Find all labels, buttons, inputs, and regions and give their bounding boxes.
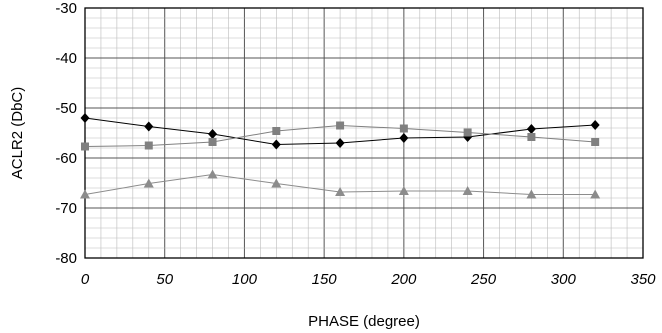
y-tick-labels: -30 -40 -50 -60 -70 -80 [55,0,77,267]
data-point-square [272,127,281,135]
data-point-triangle [398,186,409,195]
data-point-diamond [526,124,536,134]
y-tick-label: -80 [55,250,77,267]
series-diamond [80,113,600,150]
data-point-diamond [335,138,345,148]
data-point-triangle [526,189,537,199]
y-tick-label: -30 [55,0,77,17]
x-tick-label: 0 [81,271,90,288]
data-point-diamond [144,121,154,132]
y-axis-label: ACLR2 (DbC) [9,87,26,180]
data-point-square [399,124,408,133]
y-tick-label: -60 [55,150,77,167]
y-tick-label: -40 [55,50,77,67]
y-tick-label: -70 [55,200,77,217]
data-point-triangle [335,187,346,196]
data-point-diamond [80,113,90,123]
series-square [81,121,600,151]
data-point-square [144,141,153,150]
grid [84,7,644,259]
x-axis-label: PHASE (degree) [308,313,420,330]
data-point-triangle [207,169,218,179]
x-tick-labels: 0 50 100 150 200 250 300 350 [81,271,656,288]
y-tick-label: -50 [55,100,77,117]
x-tick-label: 300 [551,271,577,288]
x-tick-label: 350 [630,271,656,288]
data-point-triangle [271,178,282,188]
series-triangle [80,169,601,199]
series-layer [80,113,601,199]
x-tick-label: 200 [390,271,417,288]
x-tick-label: 50 [156,271,173,288]
x-tick-label: 100 [232,271,258,288]
data-point-triangle [80,189,90,199]
data-point-square [336,121,345,130]
data-point-diamond [271,139,281,150]
data-point-diamond [590,120,600,130]
data-point-square [591,138,600,146]
data-point-diamond [208,129,218,139]
data-point-square [463,128,472,137]
data-point-square [527,133,536,141]
data-point-triangle [590,189,601,199]
x-tick-label: 250 [470,271,497,288]
data-point-triangle [462,186,473,195]
data-point-triangle [143,178,154,188]
data-point-square [208,138,217,146]
x-tick-label: 150 [312,271,338,288]
data-point-square [81,142,89,151]
data-point-diamond [399,133,409,143]
plot-frame [84,7,644,259]
